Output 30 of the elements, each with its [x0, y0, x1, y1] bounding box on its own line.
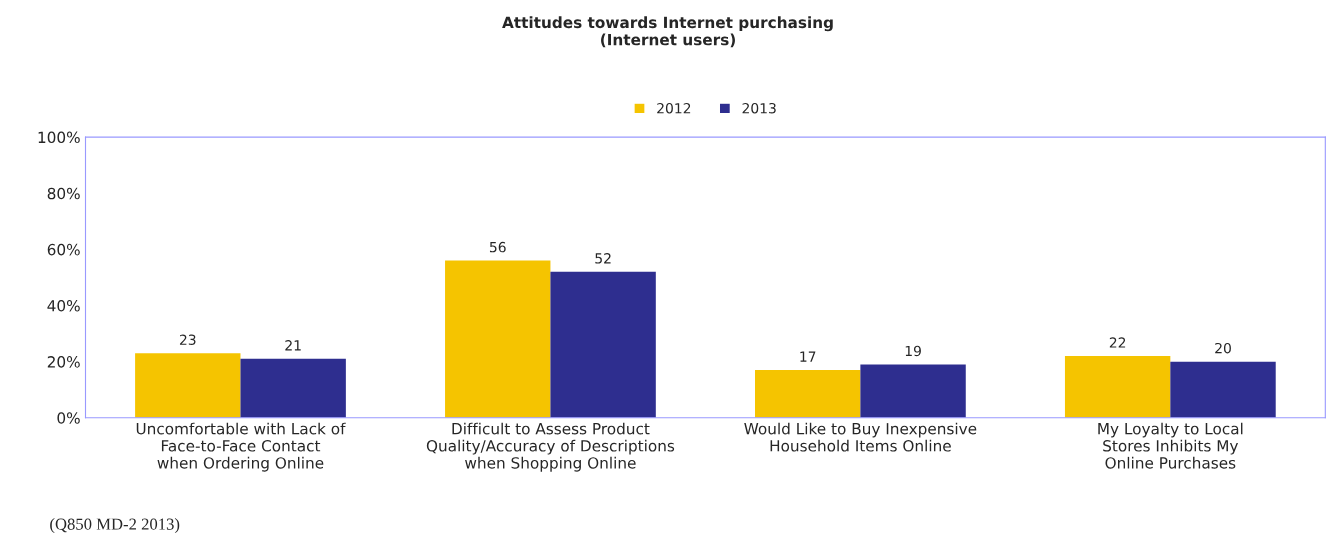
data-label: 17 [800, 351, 816, 362]
data-label: 22 [1109, 337, 1126, 348]
x-tick-label: Difficult to Assess Product Quality/Accuracy of Descriptions when Shopping Online [426, 422, 675, 472]
y-tick-label: 80% [47, 187, 80, 200]
data-label: 56 [489, 241, 506, 253]
bar [755, 370, 861, 418]
x-tick-label: My Loyalty to Local Stores Inhibits My Online Purchases [1098, 422, 1243, 469]
bar [135, 353, 241, 418]
text: (Q850 MD-2 2013) [50, 518, 180, 534]
data-label: 21 [285, 340, 301, 351]
y-tick-label: 20% [47, 356, 80, 368]
legend-label: 2012 [657, 102, 691, 114]
y-tick-label: 60% [47, 243, 80, 256]
x-tick-label: Uncomfortable with Lack of Face-to-Face Contact when Ordering Online [136, 422, 346, 472]
bar [240, 358, 346, 418]
x-tick-label: Would Like to Buy Inexpensive Household Items Online [744, 422, 977, 452]
chart-title: Attitudes towards Internet purchasing (Internet users) [502, 16, 833, 48]
bar [1064, 356, 1171, 418]
bar [550, 271, 656, 418]
bar [1170, 361, 1276, 418]
y-tick-label: 0% [57, 412, 80, 424]
bar [860, 364, 966, 418]
data-label: 20 [1215, 342, 1231, 354]
bar [445, 260, 551, 418]
data-label: 52 [595, 253, 611, 264]
data-label: 19 [905, 345, 921, 357]
legend-label: 2013 [742, 102, 776, 114]
y-tick-label: 100% [38, 131, 80, 144]
y-tick-label: 40% [47, 299, 80, 312]
data-label: 23 [179, 334, 196, 345]
